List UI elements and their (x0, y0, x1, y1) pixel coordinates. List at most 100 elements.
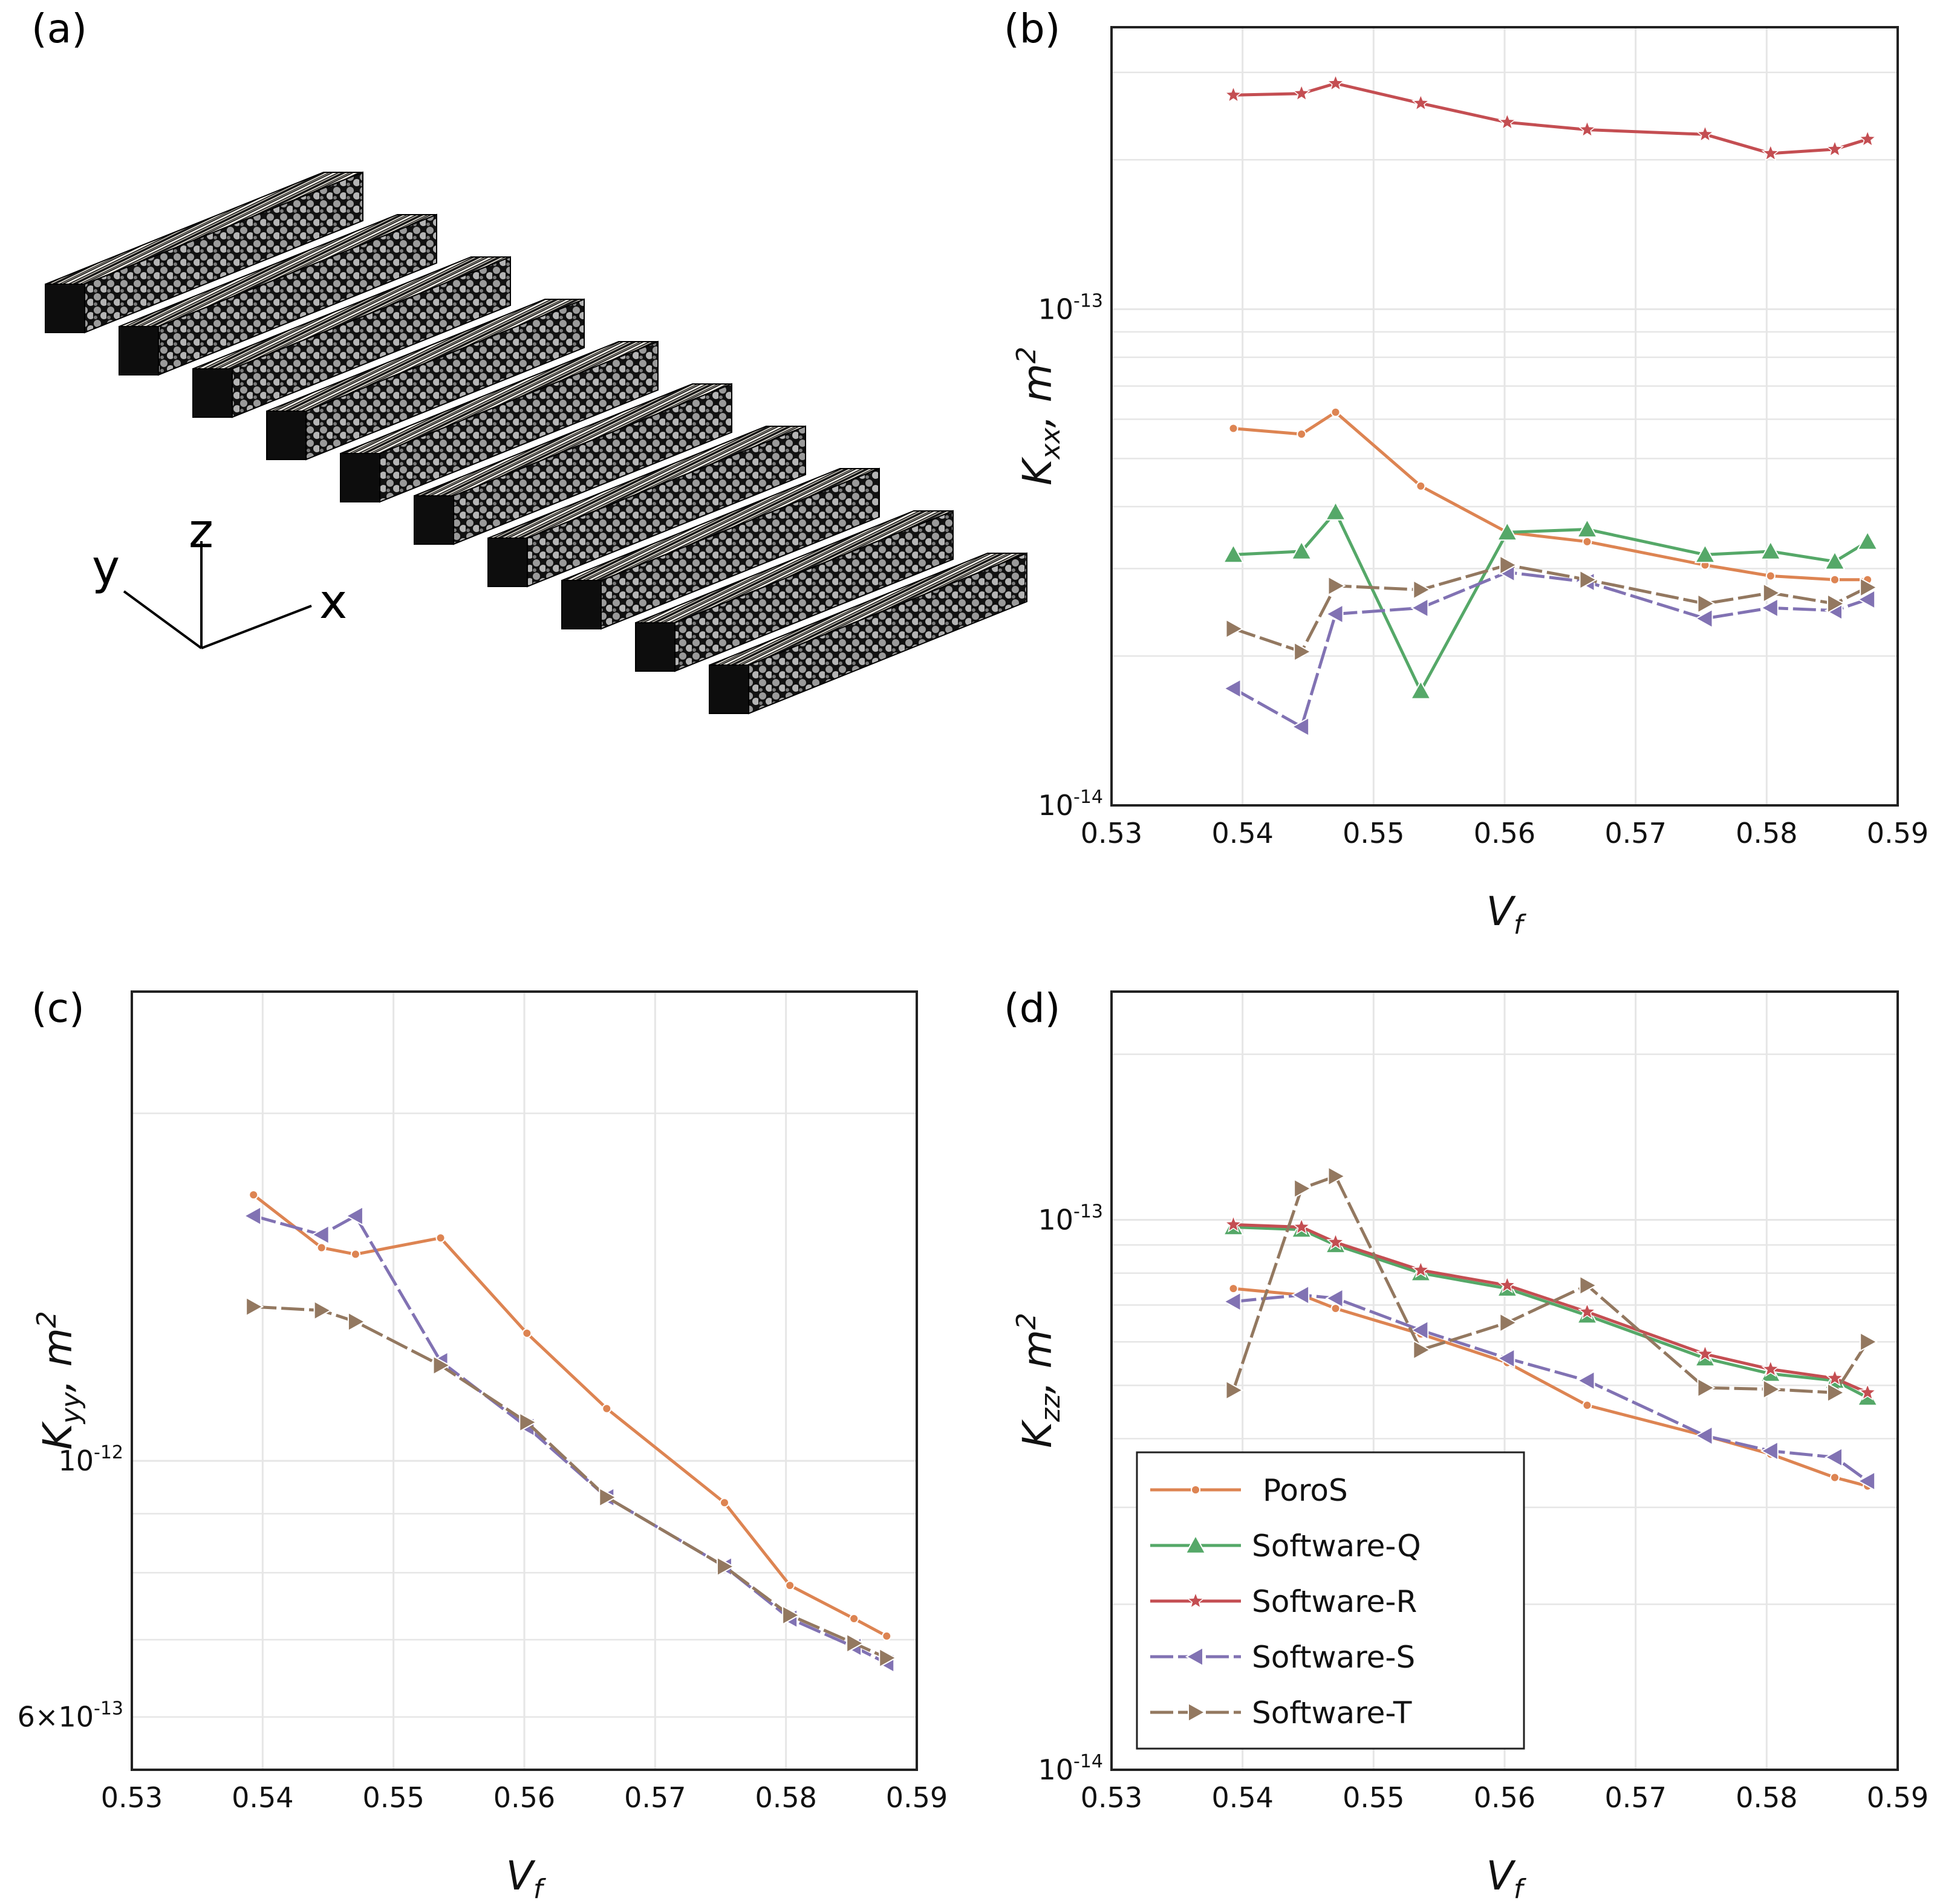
data-point-software-q (1496, 521, 1519, 541)
data-point-software-r (1825, 139, 1844, 157)
series-line (253, 1305, 888, 1660)
data-point-software-r (1411, 1260, 1430, 1278)
x-tick-label: 0.53 (1081, 1781, 1142, 1814)
data-point-software-s (1185, 1646, 1203, 1667)
data-point-software-q (1185, 1534, 1206, 1554)
series-line (1233, 1226, 1869, 1399)
data-point-software-t (1225, 619, 1244, 639)
data-point-software-s (1824, 1447, 1843, 1467)
data-point-software-t (246, 1296, 264, 1317)
data-point-software-t (1827, 593, 1846, 614)
y-axis-label: Kyy, m2 (31, 1311, 86, 1450)
data-point-software-r (1825, 1368, 1844, 1386)
data-point-software-s (1291, 1285, 1310, 1305)
legend-item: PoroS (1150, 1473, 1348, 1508)
y-tick-label: 10-13 (1038, 1201, 1103, 1236)
series-line (1232, 1174, 1869, 1394)
data-point-software-r (1292, 1217, 1311, 1235)
data-point-poros (849, 1614, 859, 1624)
data-point-software-s (311, 1224, 330, 1245)
data-point-poros (1330, 1304, 1341, 1314)
data-point-poros (1765, 571, 1776, 581)
axis-z-label: z (189, 504, 213, 559)
data-point-software-s (1291, 716, 1310, 737)
fiber-tow (119, 213, 437, 376)
series-software-r (1224, 73, 1877, 161)
data-point-software-s (1694, 1425, 1713, 1446)
legend-item: Software-S (1150, 1640, 1415, 1675)
data-point-software-q (1824, 550, 1846, 570)
kyy-chart: 0.53 0.54 0.55 0.56 0.57 0.58 0.59 10-12 6×10-13… (18, 990, 948, 1904)
legend-label: Software-R (1252, 1584, 1417, 1619)
data-point-software-r (1761, 1359, 1780, 1377)
axis-triad: z x y (92, 504, 347, 649)
legend: PoroS Software-Q Software-R Software-S Softw… (1136, 1451, 1525, 1750)
y-tick-label: 10-14 (1038, 1751, 1103, 1786)
data-point-software-t (1579, 1275, 1598, 1296)
x-tick-label: 0.54 (1211, 1781, 1273, 1814)
data-point-poros (882, 1631, 892, 1641)
x-axis-label: Vf (506, 1853, 547, 1904)
legend-item: Software-T (1150, 1695, 1412, 1730)
data-point-software-s (1694, 608, 1713, 629)
data-point-software-s (1410, 1320, 1429, 1340)
plot-frame (1110, 990, 1899, 1771)
x-tick-label: 0.59 (1867, 1781, 1929, 1814)
data-point-software-r (1858, 1383, 1877, 1401)
panel-label-a: (a) (31, 5, 87, 52)
fiber-tow (266, 298, 585, 461)
x-tick-label: 0.54 (232, 1781, 293, 1814)
data-point-software-r (1326, 1232, 1345, 1250)
x-tick-label: 0.55 (362, 1781, 424, 1814)
series-poros (1228, 407, 1873, 585)
data-point-software-t (432, 1355, 451, 1376)
data-point-software-r (1186, 1591, 1205, 1609)
data-point-poros (1830, 574, 1840, 585)
data-point-software-t (1225, 1380, 1244, 1400)
data-point-software-t (1762, 1379, 1781, 1400)
data-point-software-t (1188, 1702, 1206, 1723)
data-point-poros (1191, 1485, 1200, 1495)
data-point-software-r (1578, 1302, 1597, 1320)
data-point-software-t (1697, 1377, 1716, 1398)
data-point-software-q (1857, 530, 1878, 550)
data-point-poros (316, 1243, 327, 1253)
y-tick-label: 10-14 (1038, 787, 1103, 822)
x-tick-label: 0.56 (493, 1781, 555, 1814)
series-line (1232, 564, 1869, 654)
x-axis-label: Vf (1486, 1853, 1527, 1904)
data-point-software-s (345, 1206, 363, 1226)
data-point-software-t (1697, 593, 1716, 614)
data-point-software-q (1324, 501, 1347, 521)
legend-item: Software-R (1150, 1584, 1417, 1619)
data-point-software-t (519, 1412, 538, 1433)
fiber-tow (192, 256, 511, 418)
data-point-software-t (1294, 1178, 1312, 1199)
data-point-software-t (716, 1556, 735, 1577)
y-tick-label: 10-12 (58, 1442, 123, 1477)
data-point-poros (785, 1581, 795, 1591)
data-point-software-r (1696, 1344, 1714, 1362)
data-point-software-r (1761, 143, 1780, 161)
data-point-software-t (1762, 582, 1781, 603)
panel-label-c: (c) (31, 985, 85, 1032)
x-axis-label: Vf (1486, 888, 1527, 940)
x-tick-label: 0.55 (1343, 1781, 1404, 1814)
data-point-software-t (1499, 1312, 1518, 1333)
data-point-software-q (1760, 540, 1782, 560)
legend-label: Software-S (1252, 1640, 1415, 1675)
series-software-t (1225, 1166, 1878, 1403)
x-tick-label: 0.56 (1474, 1781, 1535, 1814)
data-point-software-t (1327, 576, 1346, 596)
series-line (1233, 82, 1868, 155)
series-software-t (246, 1296, 897, 1668)
y-axis-label: Kzz, m2 (1011, 1313, 1066, 1448)
fiber-tow (340, 340, 659, 503)
data-point-software-s (1760, 597, 1779, 619)
data-point-software-r (1411, 93, 1430, 111)
x-tick-label: 0.58 (755, 1781, 816, 1814)
data-point-poros (1330, 407, 1341, 417)
series-line (1233, 1223, 1869, 1394)
fiber-tow (414, 383, 732, 545)
